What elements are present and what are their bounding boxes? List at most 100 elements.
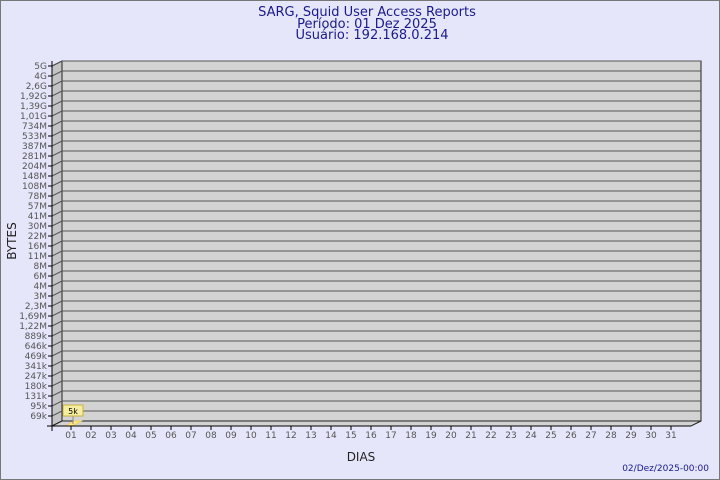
y-tick-label: 16M: [28, 242, 47, 252]
y-tick-label: 4M: [34, 282, 48, 292]
gridline: [51, 230, 701, 237]
y-tick-label: 5G: [34, 62, 47, 72]
x-tick-label: 10: [245, 431, 257, 441]
gridline: [51, 200, 701, 207]
y-tick-label: 78M: [28, 192, 47, 202]
x-tick-label: 29: [625, 431, 637, 441]
x-tick-label: 19: [425, 431, 437, 441]
x-tick-label: 12: [285, 431, 296, 441]
x-tick-label: 05: [145, 431, 156, 441]
gridline: [51, 180, 701, 187]
y-tick-label: 2,6G: [26, 82, 47, 92]
gridline: [51, 340, 701, 347]
y-tick-label: 30M: [28, 222, 47, 232]
gridline: [51, 60, 701, 67]
y-tick-label: 204M: [22, 162, 47, 172]
y-tick-label: 6M: [34, 272, 48, 282]
x-tick-label: 02: [85, 431, 96, 441]
y-tick-label: 469k: [25, 352, 48, 362]
y-tick-label: 69k: [30, 412, 47, 422]
x-tick-label: 26: [565, 431, 577, 441]
x-tick-label: 22: [485, 431, 496, 441]
x-tick-label: 06: [165, 431, 177, 441]
y-tick-label: 341k: [25, 362, 48, 372]
gridline: [51, 370, 701, 377]
x-tick-label: 30: [645, 431, 657, 441]
chart-user: Usuário: 192.168.0.214: [295, 28, 448, 43]
x-tick-label: 21: [465, 431, 476, 441]
gridline: [51, 100, 701, 107]
y-tick-label: 734M: [22, 122, 47, 132]
y-tick-label: 108M: [22, 182, 47, 192]
plot-floor: [51, 420, 702, 427]
y-tick-label: 95k: [30, 402, 47, 412]
gridline: [51, 110, 701, 117]
gridline: [51, 350, 701, 357]
gridline: [51, 320, 701, 327]
y-tick-label: 22M: [28, 232, 47, 242]
data-label: 5k: [68, 407, 78, 416]
x-tick-label: 24: [525, 431, 537, 441]
y-tick-label: 281M: [22, 152, 47, 162]
gridline: [51, 220, 701, 227]
x-tick-label: 18: [405, 431, 417, 441]
y-tick-label: 1,92G: [20, 92, 47, 102]
y-tick-label: 131k: [25, 392, 48, 402]
y-tick-label: 4G: [34, 72, 47, 82]
y-tick-label: 533M: [22, 132, 47, 142]
gridline: [51, 80, 701, 87]
gridline: [51, 160, 701, 167]
x-tick-label: 20: [445, 431, 457, 441]
gridline: [51, 210, 701, 217]
x-tick-label: 04: [125, 431, 137, 441]
x-tick-label: 08: [205, 431, 217, 441]
y-tick-label: 3M: [34, 292, 48, 302]
y-tick-label: 180k: [25, 382, 48, 392]
gridline: [51, 150, 701, 157]
gridline: [51, 290, 701, 297]
y-axis-label: BYTES: [5, 222, 19, 259]
gridline: [51, 90, 701, 97]
y-tick-label: 148M: [22, 172, 47, 182]
y-tick-label: 41M: [28, 212, 47, 222]
y-tick-label: 646k: [25, 342, 48, 352]
x-tick-label: 09: [225, 431, 237, 441]
gridline: [51, 360, 701, 367]
timestamp: 02/Dez/2025-00:00: [622, 464, 709, 474]
gridline: [51, 70, 701, 77]
y-tick-label: 8M: [34, 262, 48, 272]
gridline: [51, 390, 701, 397]
y-tick-label: 11M: [28, 252, 47, 262]
x-tick-label: 15: [345, 431, 356, 441]
gridline: [51, 380, 701, 387]
gridline: [51, 300, 701, 307]
y-tick-label: 1,22M: [19, 322, 47, 332]
chart-title: SARG, Squid User Access Reports: [258, 5, 476, 20]
gridline: [51, 250, 701, 257]
gridline: [51, 280, 701, 287]
x-tick-label: 13: [305, 431, 316, 441]
x-tick-label: 27: [585, 431, 596, 441]
x-tick-label: 23: [505, 431, 516, 441]
y-tick-label: 1,01G: [20, 112, 47, 122]
y-tick-label: 247k: [25, 372, 48, 382]
y-tick-label: 1,69M: [19, 312, 47, 322]
x-tick-label: 17: [385, 431, 396, 441]
x-tick-label: 25: [545, 431, 556, 441]
gridline: [51, 120, 701, 127]
data-label-box: [62, 404, 84, 417]
y-tick-label: 387M: [22, 142, 47, 152]
gridline: [51, 270, 701, 277]
gridline: [51, 400, 701, 407]
x-tick-label: 03: [105, 431, 116, 441]
gridline: [51, 140, 701, 147]
gridline: [51, 330, 701, 337]
gridline: [51, 260, 701, 267]
x-tick-label: 01: [65, 431, 76, 441]
x-tick-label: 11: [265, 431, 276, 441]
gridline: [51, 240, 701, 247]
chart-period: Período: 01 Dez 2025: [297, 17, 437, 32]
x-tick-label: 16: [365, 431, 377, 441]
x-tick-label: 14: [325, 431, 337, 441]
